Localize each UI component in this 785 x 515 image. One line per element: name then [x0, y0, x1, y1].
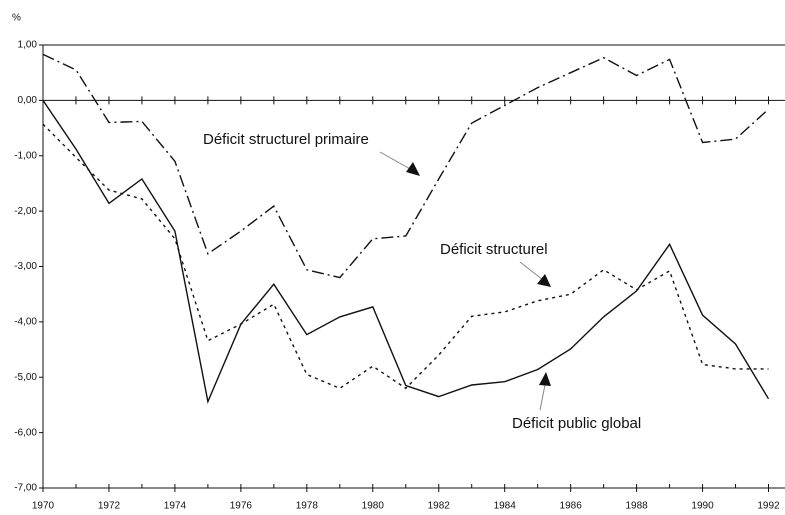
y-tick-label: -4,00 — [14, 317, 37, 328]
x-tick-label: 1974 — [164, 501, 187, 512]
x-tick-label: 1980 — [362, 501, 385, 512]
x-tick-label: 1990 — [691, 501, 714, 512]
annotation: Déficit structurel primaire — [203, 131, 369, 148]
y-tick-label: 0,00 — [18, 95, 38, 106]
arrowhead — [406, 162, 420, 176]
x-tick-label: 1992 — [757, 501, 780, 512]
annotation: Déficit structurel — [440, 241, 548, 258]
y-tick-label: -1,00 — [14, 150, 37, 161]
y-tick-label: -7,00 — [14, 483, 37, 494]
arrowhead — [539, 372, 551, 386]
series-line — [42, 123, 769, 390]
arrowhead — [537, 274, 551, 287]
x-tick-label: 1970 — [32, 501, 55, 512]
series-line — [42, 100, 770, 404]
y-tick-label: 1,00 — [18, 40, 38, 51]
x-tick-label: 1982 — [428, 501, 451, 512]
y-tick-label: -3,00 — [14, 261, 37, 272]
x-tick-label: 1976 — [230, 501, 253, 512]
x-tick-label: 1988 — [625, 501, 648, 512]
x-tick-label: 1972 — [98, 501, 121, 512]
x-tick-label: 1986 — [560, 501, 583, 512]
annotation-arrow — [379, 151, 413, 171]
y-tick-label: -2,00 — [14, 206, 37, 217]
x-tick-label: 1978 — [296, 501, 319, 512]
series-line — [42, 53, 769, 279]
x-tick-label: 1984 — [494, 501, 517, 512]
annotation-arrow — [519, 261, 544, 281]
annotation: Déficit public global — [512, 415, 641, 432]
y-axis-label: % — [12, 13, 21, 24]
y-tick-label: -5,00 — [14, 372, 37, 383]
annotation-arrow — [539, 384, 546, 411]
y-tick-label: -6,00 — [14, 427, 37, 438]
